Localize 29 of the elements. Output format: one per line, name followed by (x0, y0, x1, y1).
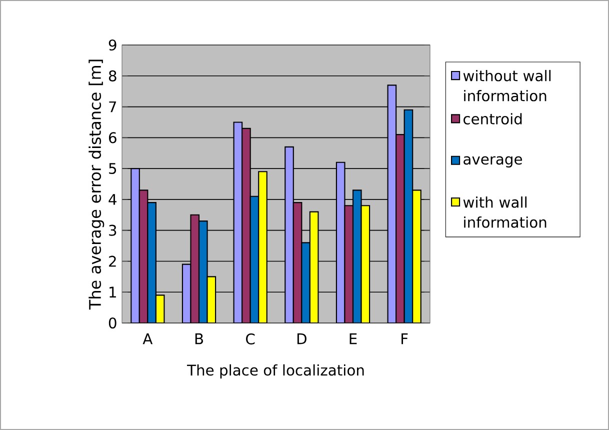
bar (130, 168, 140, 323)
y-tick-label: 6 (108, 132, 116, 144)
legend-label: centroid (464, 113, 522, 124)
bar (284, 146, 294, 323)
legend-label: average (464, 156, 522, 168)
y-tick-label: 9 (108, 39, 116, 51)
bar (412, 190, 422, 323)
x-tick-label: B (195, 333, 203, 344)
legend-label: with wall information (463, 196, 546, 228)
bar (258, 171, 268, 323)
x-tick-label: E (350, 333, 357, 344)
y-tick-label: 2 (109, 256, 116, 267)
y-tick-label: 5 (109, 163, 116, 174)
x-tick-label: D (297, 333, 306, 344)
y-tick-label: 4 (108, 194, 116, 205)
y-tick-label: 7 (109, 101, 116, 112)
y-tick-label: 1 (110, 286, 116, 298)
y-tick-label: 0 (108, 317, 116, 329)
x-tick-label: C (246, 333, 255, 344)
bar (147, 202, 156, 323)
x-tick-label: A (142, 333, 153, 344)
x-tick-label: F (402, 333, 408, 344)
x-axis-title: The place of localization (187, 364, 364, 379)
bar (396, 134, 405, 323)
y-axis-title: The average error distance [m] (88, 60, 104, 310)
y-tick-label: 8 (108, 70, 116, 82)
y-tick-label: 3 (109, 224, 116, 236)
bar (242, 128, 251, 323)
bar (301, 242, 310, 323)
